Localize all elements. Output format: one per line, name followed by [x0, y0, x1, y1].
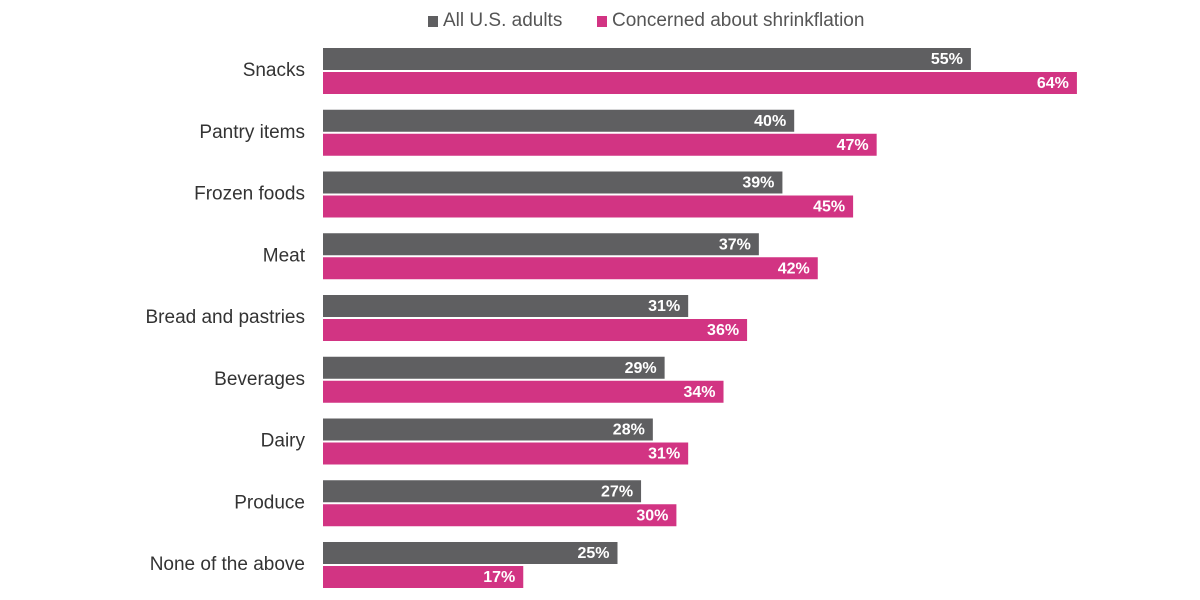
- bar-dairy-all-u-s-adults: [323, 418, 653, 441]
- legend-label-concerned: Concerned about shrinkflation: [612, 10, 865, 31]
- value-label-produce-concerned-about-shrinkflation: 30%: [636, 507, 668, 524]
- legend-swatch-all-adults: [428, 15, 438, 27]
- category-label-beverages: Beverages: [214, 369, 305, 390]
- category-label-meat: Meat: [263, 245, 306, 266]
- value-label-meat-all-u-s-adults: 37%: [719, 236, 751, 253]
- value-label-none-of-the-above-all-u-s-adults: 25%: [577, 545, 609, 562]
- value-label-pantry-items-all-u-s-adults: 40%: [754, 113, 786, 130]
- legend: All U.S. adults Concerned about shrinkfl…: [0, 10, 1200, 34]
- value-label-snacks-all-u-s-adults: 55%: [931, 51, 963, 68]
- value-label-dairy-all-u-s-adults: 28%: [613, 422, 645, 439]
- bar-bread-and-pastries-concerned-about-shrinkflation: [323, 319, 748, 341]
- value-label-meat-concerned-about-shrinkflation: 42%: [778, 260, 810, 277]
- value-label-frozen-foods-all-u-s-adults: 39%: [742, 175, 774, 192]
- bar-pantry-items-concerned-about-shrinkflation: [323, 133, 877, 156]
- value-label-pantry-items-concerned-about-shrinkflation: 47%: [837, 137, 869, 154]
- bar-beverages-all-u-s-adults: [323, 356, 665, 379]
- bar-none-of-the-above-concerned-about-shrinkflation: [323, 566, 524, 588]
- category-label-produce: Produce: [234, 492, 305, 513]
- category-label-dairy: Dairy: [261, 431, 306, 452]
- value-label-produce-all-u-s-adults: 27%: [601, 483, 633, 500]
- bar-beverages-concerned-about-shrinkflation: [323, 380, 724, 403]
- bar-produce-all-u-s-adults: [323, 480, 642, 503]
- legend-item-concerned: Concerned about shrinkflation: [597, 10, 864, 32]
- category-label-snacks: Snacks: [243, 60, 305, 81]
- bar-none-of-the-above-all-u-s-adults: [323, 542, 618, 564]
- value-label-snacks-concerned-about-shrinkflation: 64%: [1037, 75, 1069, 92]
- bar-frozen-foods-concerned-about-shrinkflation: [323, 195, 854, 218]
- value-label-beverages-all-u-s-adults: 29%: [625, 360, 657, 377]
- value-label-dairy-concerned-about-shrinkflation: 31%: [648, 446, 680, 463]
- bar-meat-all-u-s-adults: [323, 233, 759, 256]
- value-label-frozen-foods-concerned-about-shrinkflation: 45%: [813, 199, 845, 216]
- value-label-beverages-concerned-about-shrinkflation: 34%: [683, 384, 715, 401]
- bar-meat-concerned-about-shrinkflation: [323, 257, 818, 280]
- legend-label-all-adults: All U.S. adults: [443, 10, 563, 31]
- category-label-pantry-items: Pantry items: [199, 122, 305, 143]
- bar-snacks-all-u-s-adults: [323, 48, 971, 70]
- legend-swatch-concerned: [597, 15, 607, 27]
- category-label-frozen-foods: Frozen foods: [194, 184, 305, 205]
- value-label-none-of-the-above-concerned-about-shrinkflation: 17%: [483, 569, 515, 586]
- category-label-bread-and-pastries: Bread and pastries: [146, 307, 306, 328]
- value-label-bread-and-pastries-concerned-about-shrinkflation: 36%: [707, 322, 739, 339]
- bar-dairy-concerned-about-shrinkflation: [323, 442, 689, 465]
- bar-pantry-items-all-u-s-adults: [323, 109, 795, 132]
- legend-item-all-adults: All U.S. adults: [428, 10, 562, 32]
- bar-frozen-foods-all-u-s-adults: [323, 171, 783, 194]
- bar-bread-and-pastries-all-u-s-adults: [323, 295, 689, 317]
- bar-snacks-concerned-about-shrinkflation: [323, 72, 1077, 94]
- category-label-none-of-the-above: None of the above: [150, 554, 305, 575]
- value-label-bread-and-pastries-all-u-s-adults: 31%: [648, 298, 680, 315]
- bar-produce-concerned-about-shrinkflation: [323, 504, 677, 527]
